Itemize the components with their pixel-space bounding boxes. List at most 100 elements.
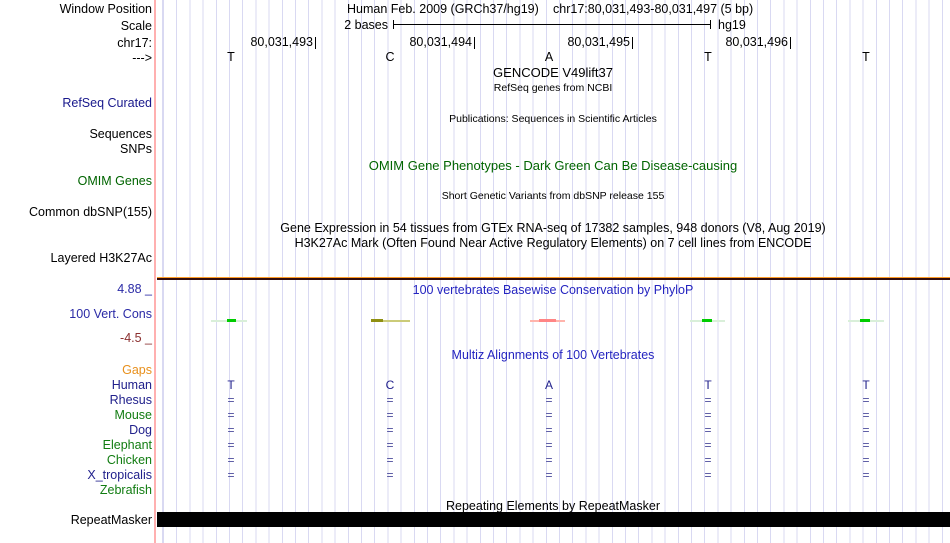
multiz-species-label[interactable]: X_tropicalis xyxy=(87,468,152,482)
position-title: chr17:80,031,493-80,031,497 (5 bp) xyxy=(553,2,754,16)
multiz-species-label[interactable]: Zebrafish xyxy=(99,483,152,497)
conservation-tick-peak xyxy=(539,319,556,322)
sequence-base: C xyxy=(385,50,395,64)
assembly-title: Human Feb. 2009 (GRCh37/hg19) xyxy=(347,2,539,16)
sequence-base: T xyxy=(704,50,712,64)
ruler-tick-label: 80,031,495 xyxy=(567,35,630,49)
repeatmasker-track-label[interactable]: RepeatMasker xyxy=(70,513,152,527)
alignment-match: = xyxy=(545,438,553,452)
alignment-match: = xyxy=(386,468,394,482)
repeatmasker-track-title[interactable]: Repeating Elements by RepeatMasker xyxy=(445,499,660,513)
ruler-direction-arrow: ---> xyxy=(132,51,152,65)
alignment-base: T xyxy=(704,378,712,392)
ruler-tick-label: 80,031,496 xyxy=(725,35,788,49)
scale-bar xyxy=(393,24,710,25)
sequences-track-label[interactable]: Sequences xyxy=(89,127,152,141)
alignment-match: = xyxy=(545,468,553,482)
alignment-match: = xyxy=(227,453,235,467)
alignment-base: A xyxy=(544,378,553,392)
refseq-curated-track-label[interactable]: RefSeq Curated xyxy=(62,96,152,110)
refseq-track-title[interactable]: RefSeq genes from NCBI xyxy=(493,82,613,94)
multiz-species-label[interactable]: Gaps xyxy=(122,363,152,377)
alignment-match: = xyxy=(386,438,394,452)
omim-genes-track-label[interactable]: OMIM Genes xyxy=(77,174,152,188)
ruler-tick xyxy=(632,37,633,49)
conservation-tick xyxy=(371,320,410,322)
ruler-tick xyxy=(790,37,791,49)
scale-label: Scale xyxy=(120,19,152,33)
alignment-match: = xyxy=(862,438,870,452)
conservation-tick-peak xyxy=(227,319,236,322)
alignment-base: T xyxy=(227,378,235,392)
alignment-match: = xyxy=(862,408,870,422)
ruler-tick xyxy=(315,37,316,49)
conservation-tick-peak xyxy=(860,319,870,322)
multiz-species-label[interactable]: Mouse xyxy=(114,408,152,422)
scale-bar-right-tick xyxy=(710,20,711,29)
alignment-match: = xyxy=(227,468,235,482)
alignment-match: = xyxy=(862,468,870,482)
alignment-base: T xyxy=(862,378,870,392)
multiz-species-label[interactable]: Dog xyxy=(129,423,152,437)
publications-track-title[interactable]: Publications: Sequences in Scientific Ar… xyxy=(449,113,657,125)
alignment-match: = xyxy=(227,408,235,422)
gtex-track-title[interactable]: Gene Expression in 54 tissues from GTEx … xyxy=(280,221,826,235)
alignment-match: = xyxy=(862,453,870,467)
alignment-base: C xyxy=(385,378,395,392)
multiz-species-label[interactable]: Rhesus xyxy=(109,393,152,407)
h3k27ac-signal-line-orange xyxy=(157,277,950,278)
alignment-match: = xyxy=(862,393,870,407)
ruler-tick-label: 80,031,494 xyxy=(409,35,472,49)
snps-track-label[interactable]: SNPs xyxy=(120,142,152,156)
window-position-label: Window Position xyxy=(59,2,152,16)
alignment-match: = xyxy=(386,453,394,467)
sequence-base: T xyxy=(862,50,870,64)
common-dbsnp-track-label[interactable]: Common dbSNP(155) xyxy=(29,205,152,219)
multiz-species-label[interactable]: Elephant xyxy=(102,438,152,452)
alignment-match: = xyxy=(704,438,712,452)
multiz-species-label[interactable]: Human xyxy=(111,378,152,392)
alignment-match: = xyxy=(704,453,712,467)
layered-h3k27ac-track-label[interactable]: Layered H3K27Ac xyxy=(50,251,152,265)
alignment-match: = xyxy=(386,423,394,437)
alignment-match: = xyxy=(704,423,712,437)
track-gridlines xyxy=(157,0,950,543)
h3k27ac-track-title[interactable]: H3K27Ac Mark (Often Found Near Active Re… xyxy=(294,236,812,250)
ruler-tick xyxy=(474,37,475,49)
alignment-match: = xyxy=(227,423,235,437)
sequence-base: T xyxy=(227,50,235,64)
alignment-match: = xyxy=(386,393,394,407)
repeat-element-bar[interactable] xyxy=(157,512,950,527)
scale-bar-left-tick xyxy=(393,20,394,29)
alignment-match: = xyxy=(545,393,553,407)
alignment-match: = xyxy=(545,408,553,422)
alignment-match: = xyxy=(227,393,235,407)
vert-cons-track-label[interactable]: 100 Vert. Cons xyxy=(69,307,152,321)
alignment-match: = xyxy=(704,393,712,407)
alignment-match: = xyxy=(704,468,712,482)
alignment-match: = xyxy=(227,438,235,452)
conservation-tick-peak xyxy=(371,319,383,322)
conservation-track-title[interactable]: 100 vertebrates Basewise Conservation by… xyxy=(412,283,694,297)
conservation-tick-peak xyxy=(702,319,712,322)
alignment-match: = xyxy=(704,408,712,422)
conservation-max-value: 4.88 _ xyxy=(117,282,152,296)
sequence-base: A xyxy=(544,50,554,64)
alignment-match: = xyxy=(545,453,553,467)
alignment-match: = xyxy=(545,423,553,437)
ruler-tick-label: 80,031,493 xyxy=(250,35,313,49)
gencode-track-title[interactable]: GENCODE V49lift37 xyxy=(493,65,613,80)
multiz-track-title[interactable]: Multiz Alignments of 100 Vertebrates xyxy=(451,348,655,362)
assembly-short-label: hg19 xyxy=(718,18,746,32)
chromosome-label: chr17: xyxy=(117,36,152,50)
alignment-match: = xyxy=(386,408,394,422)
scale-value: 2 bases xyxy=(344,18,388,32)
dbsnp-track-title[interactable]: Short Genetic Variants from dbSNP releas… xyxy=(441,190,665,202)
track-left-border xyxy=(154,0,156,543)
conservation-min-value: -4.5 _ xyxy=(120,331,152,345)
multiz-species-label[interactable]: Chicken xyxy=(106,453,152,467)
alignment-match: = xyxy=(862,423,870,437)
omim-track-title[interactable]: OMIM Gene Phenotypes - Dark Green Can Be… xyxy=(368,158,738,173)
h3k27ac-signal-line-dark xyxy=(157,278,950,280)
